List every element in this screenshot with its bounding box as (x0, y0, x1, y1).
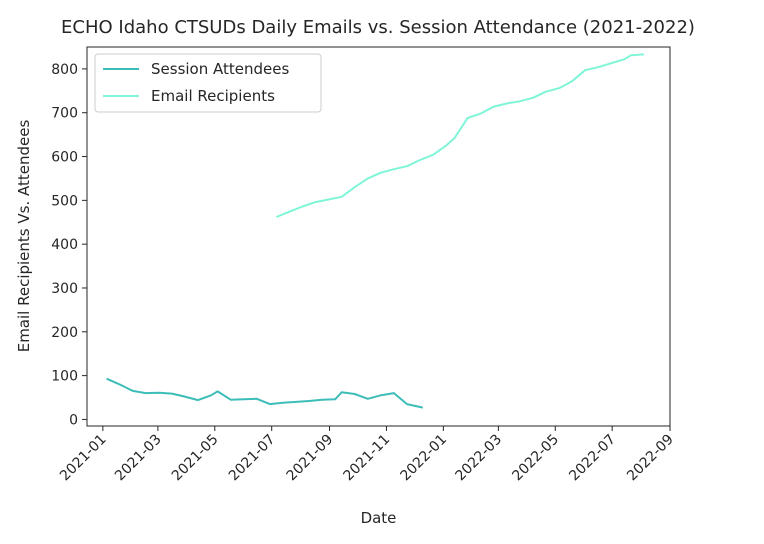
y-axis: 0 100 200 300 400 500 600 700 800 (51, 62, 87, 428)
y-tick-label: 200 (51, 325, 78, 341)
x-tick-label: 2022-07 (566, 432, 619, 485)
x-axis: 2021-01 2021-03 2021-05 2021-07 2021-09 2021-… (57, 426, 677, 484)
x-tick-label: 2022-01 (397, 432, 450, 485)
y-tick-label: 800 (51, 62, 78, 78)
legend-entry: Email Recipients (151, 87, 275, 105)
y-tick-label: 0 (69, 412, 78, 428)
legend-entry: Session Attendees (151, 60, 289, 78)
x-tick-label: 2022-03 (453, 432, 506, 485)
series-line-1 (106, 377, 424, 409)
series-layer (106, 53, 644, 409)
chart-title: ECHO Idaho CTSUDs Daily Emails vs. Sessi… (61, 17, 695, 38)
y-tick-label: 700 (51, 106, 78, 122)
legend-box (94, 53, 322, 113)
series-line-2 (276, 53, 644, 218)
x-tick-label: 2021-05 (169, 432, 222, 485)
x-tick-label: 2021-09 (284, 432, 337, 485)
y-tick-label: 100 (51, 369, 78, 385)
x-tick-label: 2021-03 (112, 432, 165, 485)
x-tick-label: 2022-05 (509, 432, 562, 485)
y-tick-label: 600 (51, 150, 78, 166)
x-axis-label: Date (361, 509, 397, 527)
y-tick-label: 300 (51, 281, 78, 297)
y-tick-label: 500 (51, 193, 78, 209)
x-tick-label: 2022-09 (624, 432, 677, 485)
y-tick-label: 400 (51, 237, 78, 253)
x-tick-label: 2021-07 (226, 432, 279, 485)
y-axis-label: Email Recipients Vs. Attendees (15, 120, 33, 353)
x-tick-label: 2021-11 (341, 432, 394, 485)
x-tick-label: 2021-01 (57, 432, 110, 485)
legend: Session Attendees Email Recipients (94, 53, 322, 113)
